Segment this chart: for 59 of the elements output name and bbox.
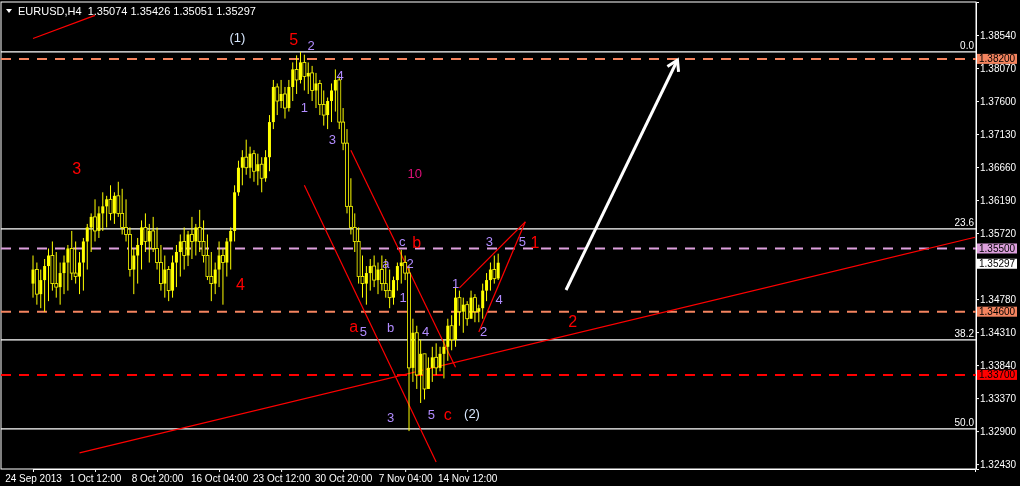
annotation: 1 (451, 275, 460, 291)
annotation: c (398, 233, 406, 249)
x-tick-label: 1 Oct 12:00 (69, 473, 122, 485)
x-tick-label: 14 Nov 12:00 (437, 473, 498, 485)
x-tick-label: 24 Sep 2013 (5, 473, 63, 485)
annotation: 2 (406, 255, 414, 271)
annotation: 0.0 (960, 39, 975, 51)
annotation: b (412, 233, 422, 251)
x-tick-label: 8 Oct 20:00 (131, 473, 184, 485)
annotation: 3 (72, 159, 82, 177)
annotation: 4 (495, 291, 503, 307)
x-tick-label: 30 Oct 20:00 (314, 473, 373, 485)
y-tick-label: 1.36190 (980, 194, 1017, 206)
annotation: 50.0 (954, 416, 975, 428)
annotation: 23.6 (954, 216, 975, 228)
annotation: 3 (386, 409, 395, 425)
annotation: (1) (229, 29, 246, 45)
ref-line-label: 1.34600 (979, 306, 1016, 318)
annotation: (2) (464, 405, 480, 421)
chart-title: EURUSD,H4 1.35074 1.35426 1.35051 1.35297 (18, 5, 256, 17)
annotation: 4 (235, 275, 245, 293)
annotation: 5 (427, 406, 435, 422)
annotation: 1 (300, 99, 308, 115)
annotation: a (349, 317, 359, 335)
annotation: 3 (485, 233, 494, 249)
annotation: 38.2 (954, 327, 975, 339)
annotation: 2 (480, 323, 488, 339)
annotation: 5 (289, 30, 299, 48)
y-tick-label: 1.37600 (980, 95, 1017, 107)
ref-line-label: 1.33700 (979, 369, 1016, 381)
y-tick-label: 1.34780 (980, 293, 1017, 305)
y-tick-label: 1.34310 (980, 326, 1017, 338)
annotation: 1 (399, 289, 407, 305)
annotation: 3 (328, 131, 337, 147)
y-tick-label: 1.32430 (980, 458, 1017, 470)
x-tick-label: 16 Oct 04:00 (190, 473, 249, 485)
annotation: 5 (518, 233, 527, 249)
y-tick-label: 1.38540 (980, 29, 1017, 41)
annotation: c (443, 405, 452, 423)
annotation: 4 (421, 323, 430, 339)
y-tick-label: 1.35720 (980, 227, 1017, 239)
annotation: 10 (407, 165, 423, 181)
annotation: 4 (336, 67, 344, 83)
y-tick-label: 1.33370 (980, 392, 1017, 404)
x-tick-label: 23 Oct 12:00 (252, 473, 311, 485)
y-tick-label: 1.37130 (980, 128, 1017, 140)
ref-line-label: 1.35500 (979, 242, 1016, 254)
y-tick-label: 1.33840 (980, 359, 1017, 371)
x-tick-label: 7 Nov 04:00 (378, 473, 434, 485)
y-tick-label: 1.38070 (980, 62, 1017, 74)
y-tick-label: 1.32900 (980, 425, 1017, 437)
ref-line-label: 1.38200 (979, 53, 1016, 65)
annotation: 5 (359, 323, 368, 339)
y-tick-label: 1.36660 (980, 161, 1017, 173)
annotation: 2 (307, 37, 315, 53)
annotation: 1 (530, 233, 540, 251)
annotation: 2 (568, 312, 578, 330)
text: 1.35297 (979, 258, 1016, 270)
annotation: b (386, 319, 395, 335)
